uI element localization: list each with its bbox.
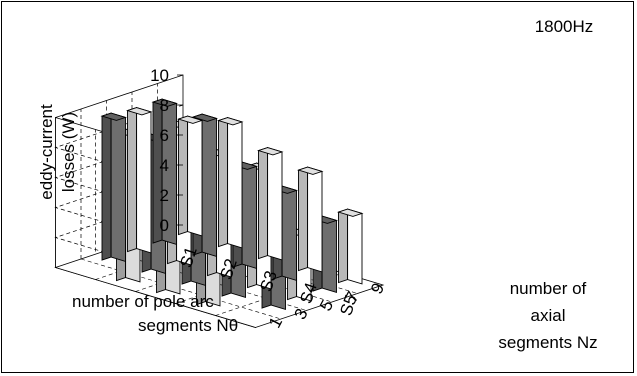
bar-side (338, 208, 349, 284)
bar-front (201, 113, 217, 258)
y-tick-label: 9 (367, 280, 388, 297)
z-axis-label-line: losses (W) (59, 112, 78, 192)
bar-S3-Nz9 (256, 146, 284, 261)
bar-front (187, 115, 203, 237)
bar-side (127, 106, 138, 253)
bar-side (101, 112, 112, 261)
chart-bars (100, 98, 364, 311)
bar-front (321, 215, 337, 294)
bar-front (241, 161, 257, 270)
bar-top (296, 166, 324, 175)
x-axis-label-line: segments Nθ (138, 316, 238, 335)
bar-S2-Nz9 (216, 116, 244, 249)
z-axis-label-line: eddy-current (37, 104, 56, 200)
x-axis-label-line: number of pole arc (72, 292, 214, 311)
floor-grid-x (215, 272, 344, 316)
bar-side (178, 115, 189, 236)
bar-top (100, 112, 128, 121)
bar-front (110, 112, 126, 263)
bar-top (256, 147, 284, 156)
bar-top (176, 115, 204, 124)
bar-top (151, 98, 179, 107)
bar-front (227, 116, 243, 249)
bar-S1-Nz3 (100, 112, 128, 263)
bar-front (267, 146, 283, 261)
z-tick-label: 6 (160, 126, 169, 145)
z-tick-label: 10 (150, 66, 169, 85)
z-tick-label: 8 (160, 96, 169, 115)
bar-top (336, 208, 364, 217)
bar-side (258, 146, 269, 260)
y-axis-label-line: number of (510, 279, 587, 298)
x-axis-label: number of pole arc segments Nθ (72, 292, 238, 335)
y-axis-label-line: segments Nz (498, 333, 597, 352)
bar-S1-Nz5 (125, 106, 153, 254)
y-axis-label: number of axial segments Nz (498, 279, 597, 352)
bar-top (191, 113, 219, 122)
bar-S1-Nz7 (151, 98, 179, 246)
frequency-annotation: 1800Hz (535, 17, 594, 36)
y-axis-label-line: axial (531, 306, 566, 325)
z-tick-label: 0 (160, 216, 169, 235)
bar-top (216, 117, 244, 126)
bar-side (298, 166, 309, 272)
bar-front (136, 106, 152, 254)
bar-S5-Nz9 (336, 208, 364, 285)
bar-S1-Nz9 (176, 115, 204, 237)
z-axis-label: eddy-current losses (W) (37, 104, 78, 200)
bar-top (125, 107, 153, 116)
z-tick-label: 2 (160, 186, 169, 205)
z-tick-label: 4 (160, 156, 169, 175)
bar-front (281, 185, 297, 282)
bar-front (307, 166, 323, 273)
bar-side (218, 116, 229, 248)
bar-front (347, 208, 363, 285)
bar-S4-Nz9 (296, 166, 324, 273)
